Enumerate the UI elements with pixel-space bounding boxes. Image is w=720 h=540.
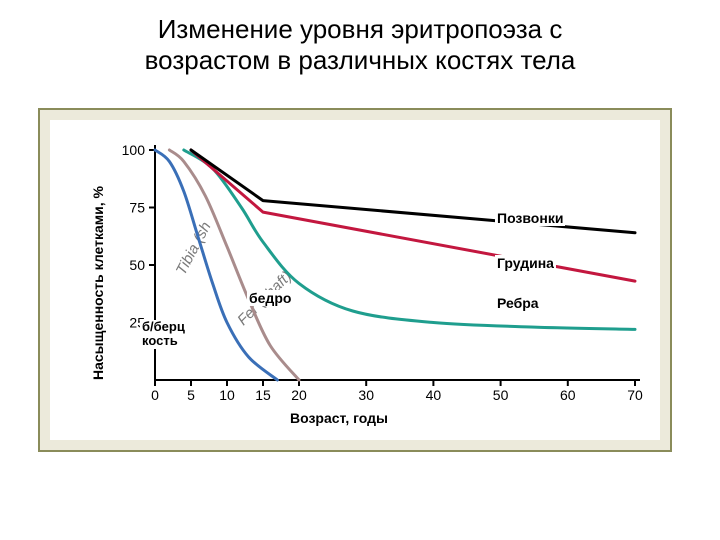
series-vertebra (191, 150, 635, 233)
x-tick-label: 20 (291, 387, 307, 403)
chart-svg: 255075100051015203040506070 (0, 0, 720, 540)
x-tick-label: 40 (426, 387, 442, 403)
label-tibia: б/берц кость (140, 320, 204, 349)
label-femur: бедро (247, 290, 293, 306)
x-tick-label: 15 (255, 387, 271, 403)
x-tick-label: 0 (151, 387, 159, 403)
y-tick-label: 50 (129, 257, 145, 273)
x-tick-label: 30 (358, 387, 374, 403)
label-sternum: Грудина (495, 255, 556, 271)
x-tick-label: 10 (219, 387, 235, 403)
x-tick-label: 70 (627, 387, 643, 403)
x-tick-label: 60 (560, 387, 576, 403)
label-vertebra: Позвонки (495, 210, 565, 226)
slide: Изменение уровня эритропоэза с возрастом… (0, 0, 720, 540)
series-sternum (191, 150, 635, 281)
y-tick-label: 100 (122, 142, 146, 158)
y-tick-label: 75 (129, 200, 145, 216)
x-tick-label: 5 (187, 387, 195, 403)
x-tick-label: 50 (493, 387, 509, 403)
label-ribs: Ребра (495, 295, 541, 311)
